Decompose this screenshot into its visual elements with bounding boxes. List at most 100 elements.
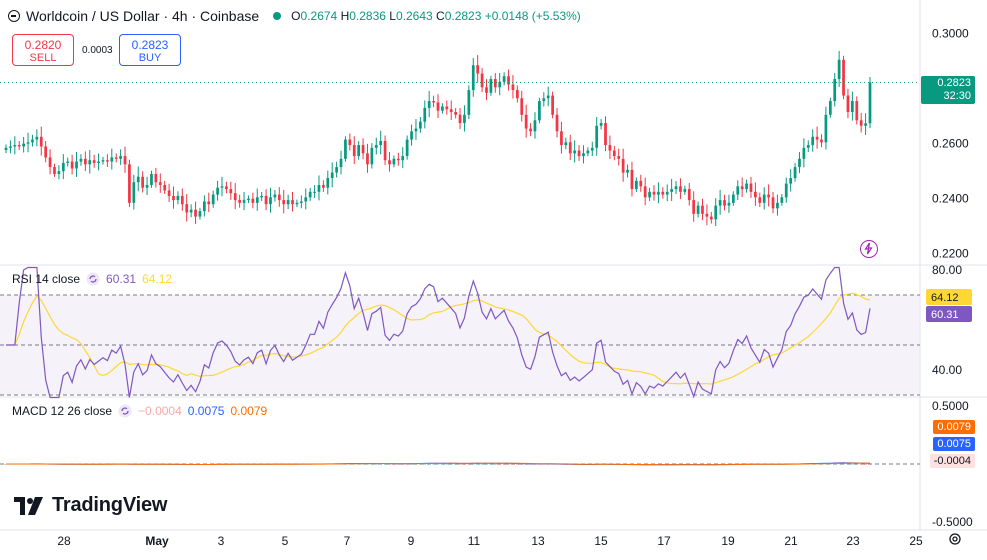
low-value: 0.2643 [395, 9, 433, 23]
candle [529, 123, 532, 137]
candle-body [798, 158, 801, 168]
candle-body [97, 161, 100, 163]
candle-body [683, 189, 687, 192]
settings-icon[interactable] [948, 532, 962, 546]
candle-body [101, 160, 105, 162]
candle [61, 154, 65, 180]
macd-histogram-bar [374, 463, 378, 465]
macd-histogram-bar [480, 463, 484, 465]
macd-histogram-bar [846, 463, 850, 465]
candle [17, 141, 21, 151]
candle [798, 152, 801, 174]
time-tick-label: 11 [468, 534, 481, 548]
candle-body [520, 98, 524, 115]
candle-body [198, 211, 202, 217]
candle [657, 182, 660, 204]
candle-body [555, 114, 559, 132]
macd-histogram-bar [414, 463, 418, 465]
candle-body [714, 205, 718, 220]
candle [255, 188, 259, 211]
candle-body [123, 156, 127, 165]
candle-body [211, 194, 215, 205]
rsi-legend-label: RSI 14 close [12, 272, 81, 286]
flash-icon[interactable] [860, 240, 878, 258]
rsi-legend[interactable]: RSI 14 close 60.31 64.12 [12, 272, 172, 286]
candle-body [242, 200, 246, 203]
candle [233, 183, 237, 210]
candle-body [432, 101, 435, 103]
candle-body [577, 150, 581, 157]
candle [727, 194, 731, 213]
candle-body [621, 158, 625, 173]
open-value: 0.2674 [300, 9, 338, 23]
macd-histogram-bar [366, 463, 369, 465]
candle [4, 144, 8, 153]
sell-button[interactable]: 0.2820 SELL [12, 34, 74, 66]
tradingview-logo[interactable]: TradingView [14, 494, 167, 517]
candle-body [136, 176, 140, 183]
chart-header: Worldcoin / US Dollar · 4h · Coinbase O0… [8, 8, 581, 24]
candle-body [374, 145, 378, 148]
candle [754, 182, 757, 206]
candle [612, 145, 616, 161]
candle-body [110, 157, 114, 162]
candle [216, 180, 219, 201]
macd-histogram-bar [436, 463, 440, 465]
candle [762, 187, 766, 210]
candle [533, 112, 537, 139]
candle-body [630, 169, 634, 190]
candle-body [599, 123, 603, 126]
candle [313, 185, 316, 198]
buy-button[interactable]: 0.2823 BUY [119, 34, 181, 66]
candle-body [643, 186, 647, 198]
candle [828, 97, 832, 118]
candle-body [652, 191, 656, 195]
candle-body [282, 200, 286, 205]
candle-body [251, 198, 255, 203]
candle-body [295, 202, 299, 205]
candle [9, 140, 12, 154]
candle-body [436, 102, 440, 111]
candle-body [423, 107, 427, 122]
macd-legend[interactable]: MACD 12 26 close −0.0004 0.0075 0.0079 [12, 404, 267, 418]
candle-body [608, 145, 612, 151]
candle [599, 119, 603, 130]
change-value: +0.0148 (+5.53%) [484, 9, 581, 23]
candle-body [61, 162, 65, 172]
candle [855, 96, 859, 125]
candle [679, 178, 682, 200]
time-tick-label: 19 [721, 534, 735, 548]
low-key: L [389, 9, 396, 23]
time-tick-label: 3 [218, 534, 225, 548]
candle [304, 188, 308, 210]
candle-body [573, 150, 577, 154]
candle [388, 152, 391, 172]
candle-body [842, 59, 845, 96]
candle-body [868, 82, 872, 124]
symbol-title[interactable]: Worldcoin / US Dollar · 4h · Coinbase [26, 8, 260, 24]
candle [172, 186, 175, 209]
candle [524, 104, 528, 138]
macd-histogram-bar [498, 464, 502, 465]
candle [476, 55, 480, 83]
candle [718, 189, 722, 215]
candle-body [150, 173, 153, 185]
macd-histogram-bar [502, 464, 506, 465]
candle [507, 69, 510, 91]
candle-body [454, 112, 457, 115]
macd-histogram-bar [458, 464, 462, 465]
candle-body [176, 195, 180, 201]
candle [370, 143, 374, 169]
candle-body [657, 191, 660, 195]
buy-price: 0.2823 [131, 38, 169, 52]
candle [97, 153, 100, 171]
candle [674, 180, 678, 194]
candle [352, 136, 356, 164]
candle-body [247, 198, 250, 201]
close-key: C [436, 9, 445, 23]
candle-body [17, 145, 21, 147]
candle-body [612, 150, 616, 157]
candle [687, 183, 691, 206]
